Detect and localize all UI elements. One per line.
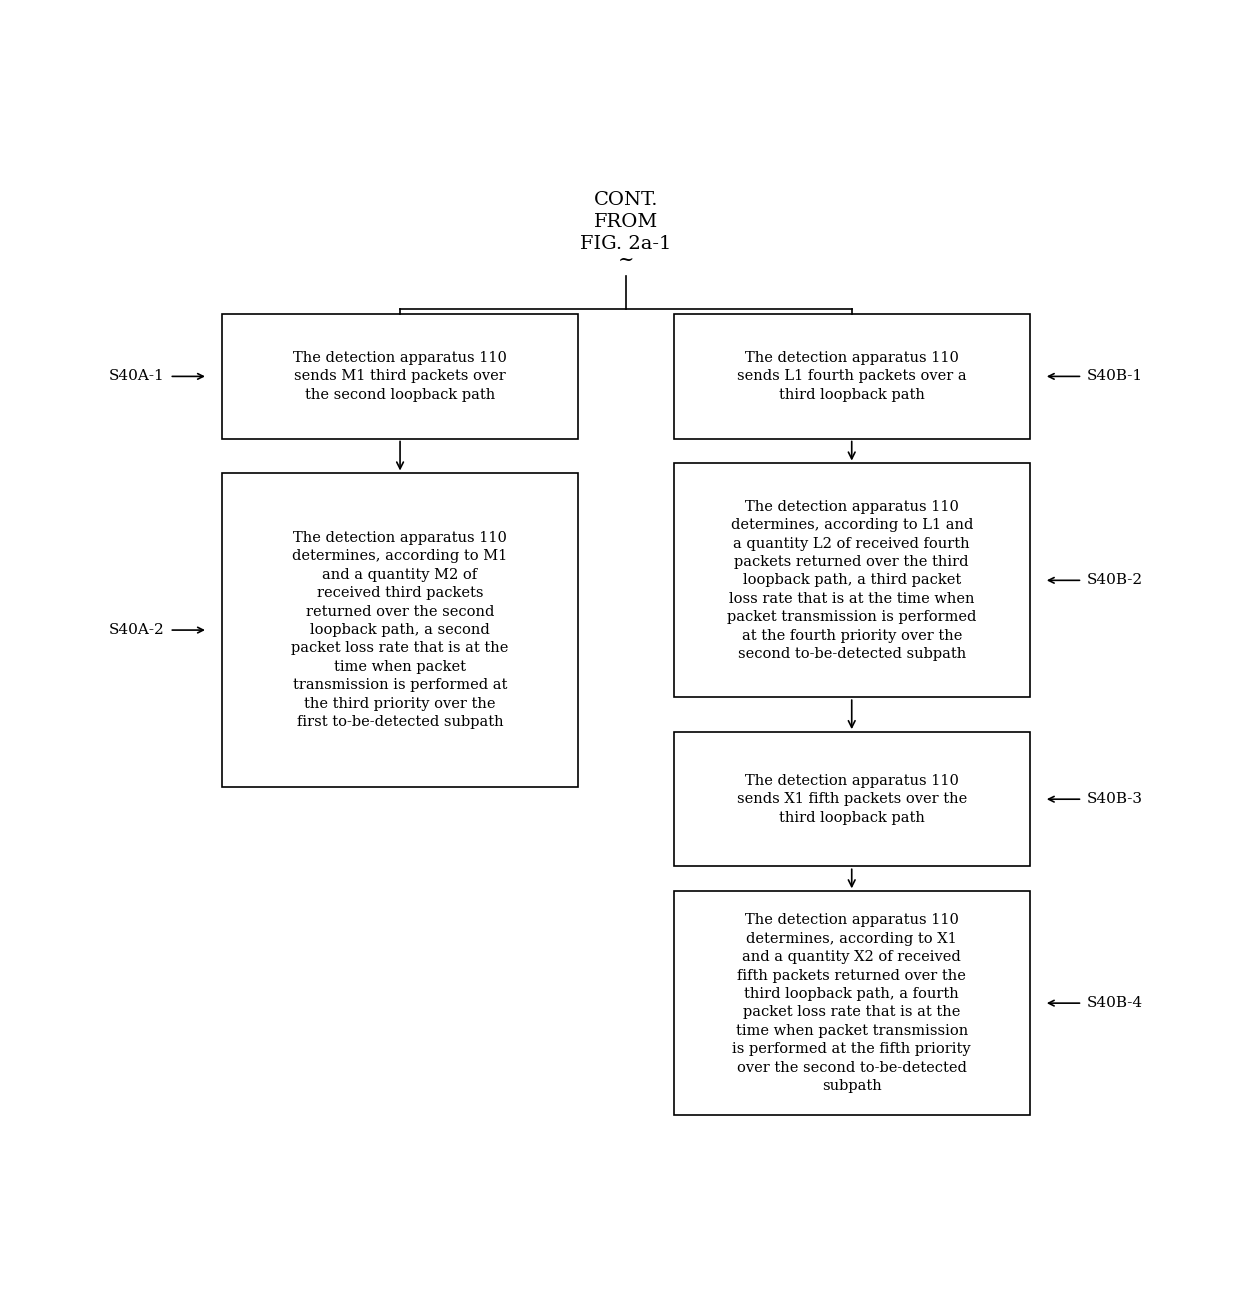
Text: S40B-1: S40B-1 [1087,370,1143,384]
Text: The detection apparatus 110
determines, according to L1 and
a quantity L2 of rec: The detection apparatus 110 determines, … [727,500,976,662]
Text: The detection apparatus 110
sends X1 fifth packets over the
third loopback path: The detection apparatus 110 sends X1 fif… [737,774,967,824]
Text: FROM: FROM [594,213,658,231]
Bar [675,891,1029,1115]
Text: S40B-2: S40B-2 [1087,574,1143,588]
Text: FIG. 2a-1: FIG. 2a-1 [580,235,672,252]
Text: The detection apparatus 110
determines, according to M1
and a quantity M2 of
rec: The detection apparatus 110 determines, … [291,531,508,729]
Bar [675,464,1029,698]
Text: S40A-1: S40A-1 [109,370,165,384]
Text: The detection apparatus 110
sends M1 third packets over
the second loopback path: The detection apparatus 110 sends M1 thi… [293,351,507,402]
Text: CONT.: CONT. [594,191,658,209]
Text: ~: ~ [618,251,634,269]
Text: The detection apparatus 110
sends L1 fourth packets over a
third loopback path: The detection apparatus 110 sends L1 fou… [737,351,966,402]
Text: S40B-3: S40B-3 [1087,792,1143,806]
Text: S40A-2: S40A-2 [109,623,165,637]
Bar [222,473,578,787]
Bar [222,314,578,438]
Bar [675,733,1029,867]
Bar [675,314,1029,438]
Text: The detection apparatus 110
determines, according to X1
and a quantity X2 of rec: The detection apparatus 110 determines, … [733,913,971,1093]
Text: S40B-4: S40B-4 [1087,996,1143,1010]
